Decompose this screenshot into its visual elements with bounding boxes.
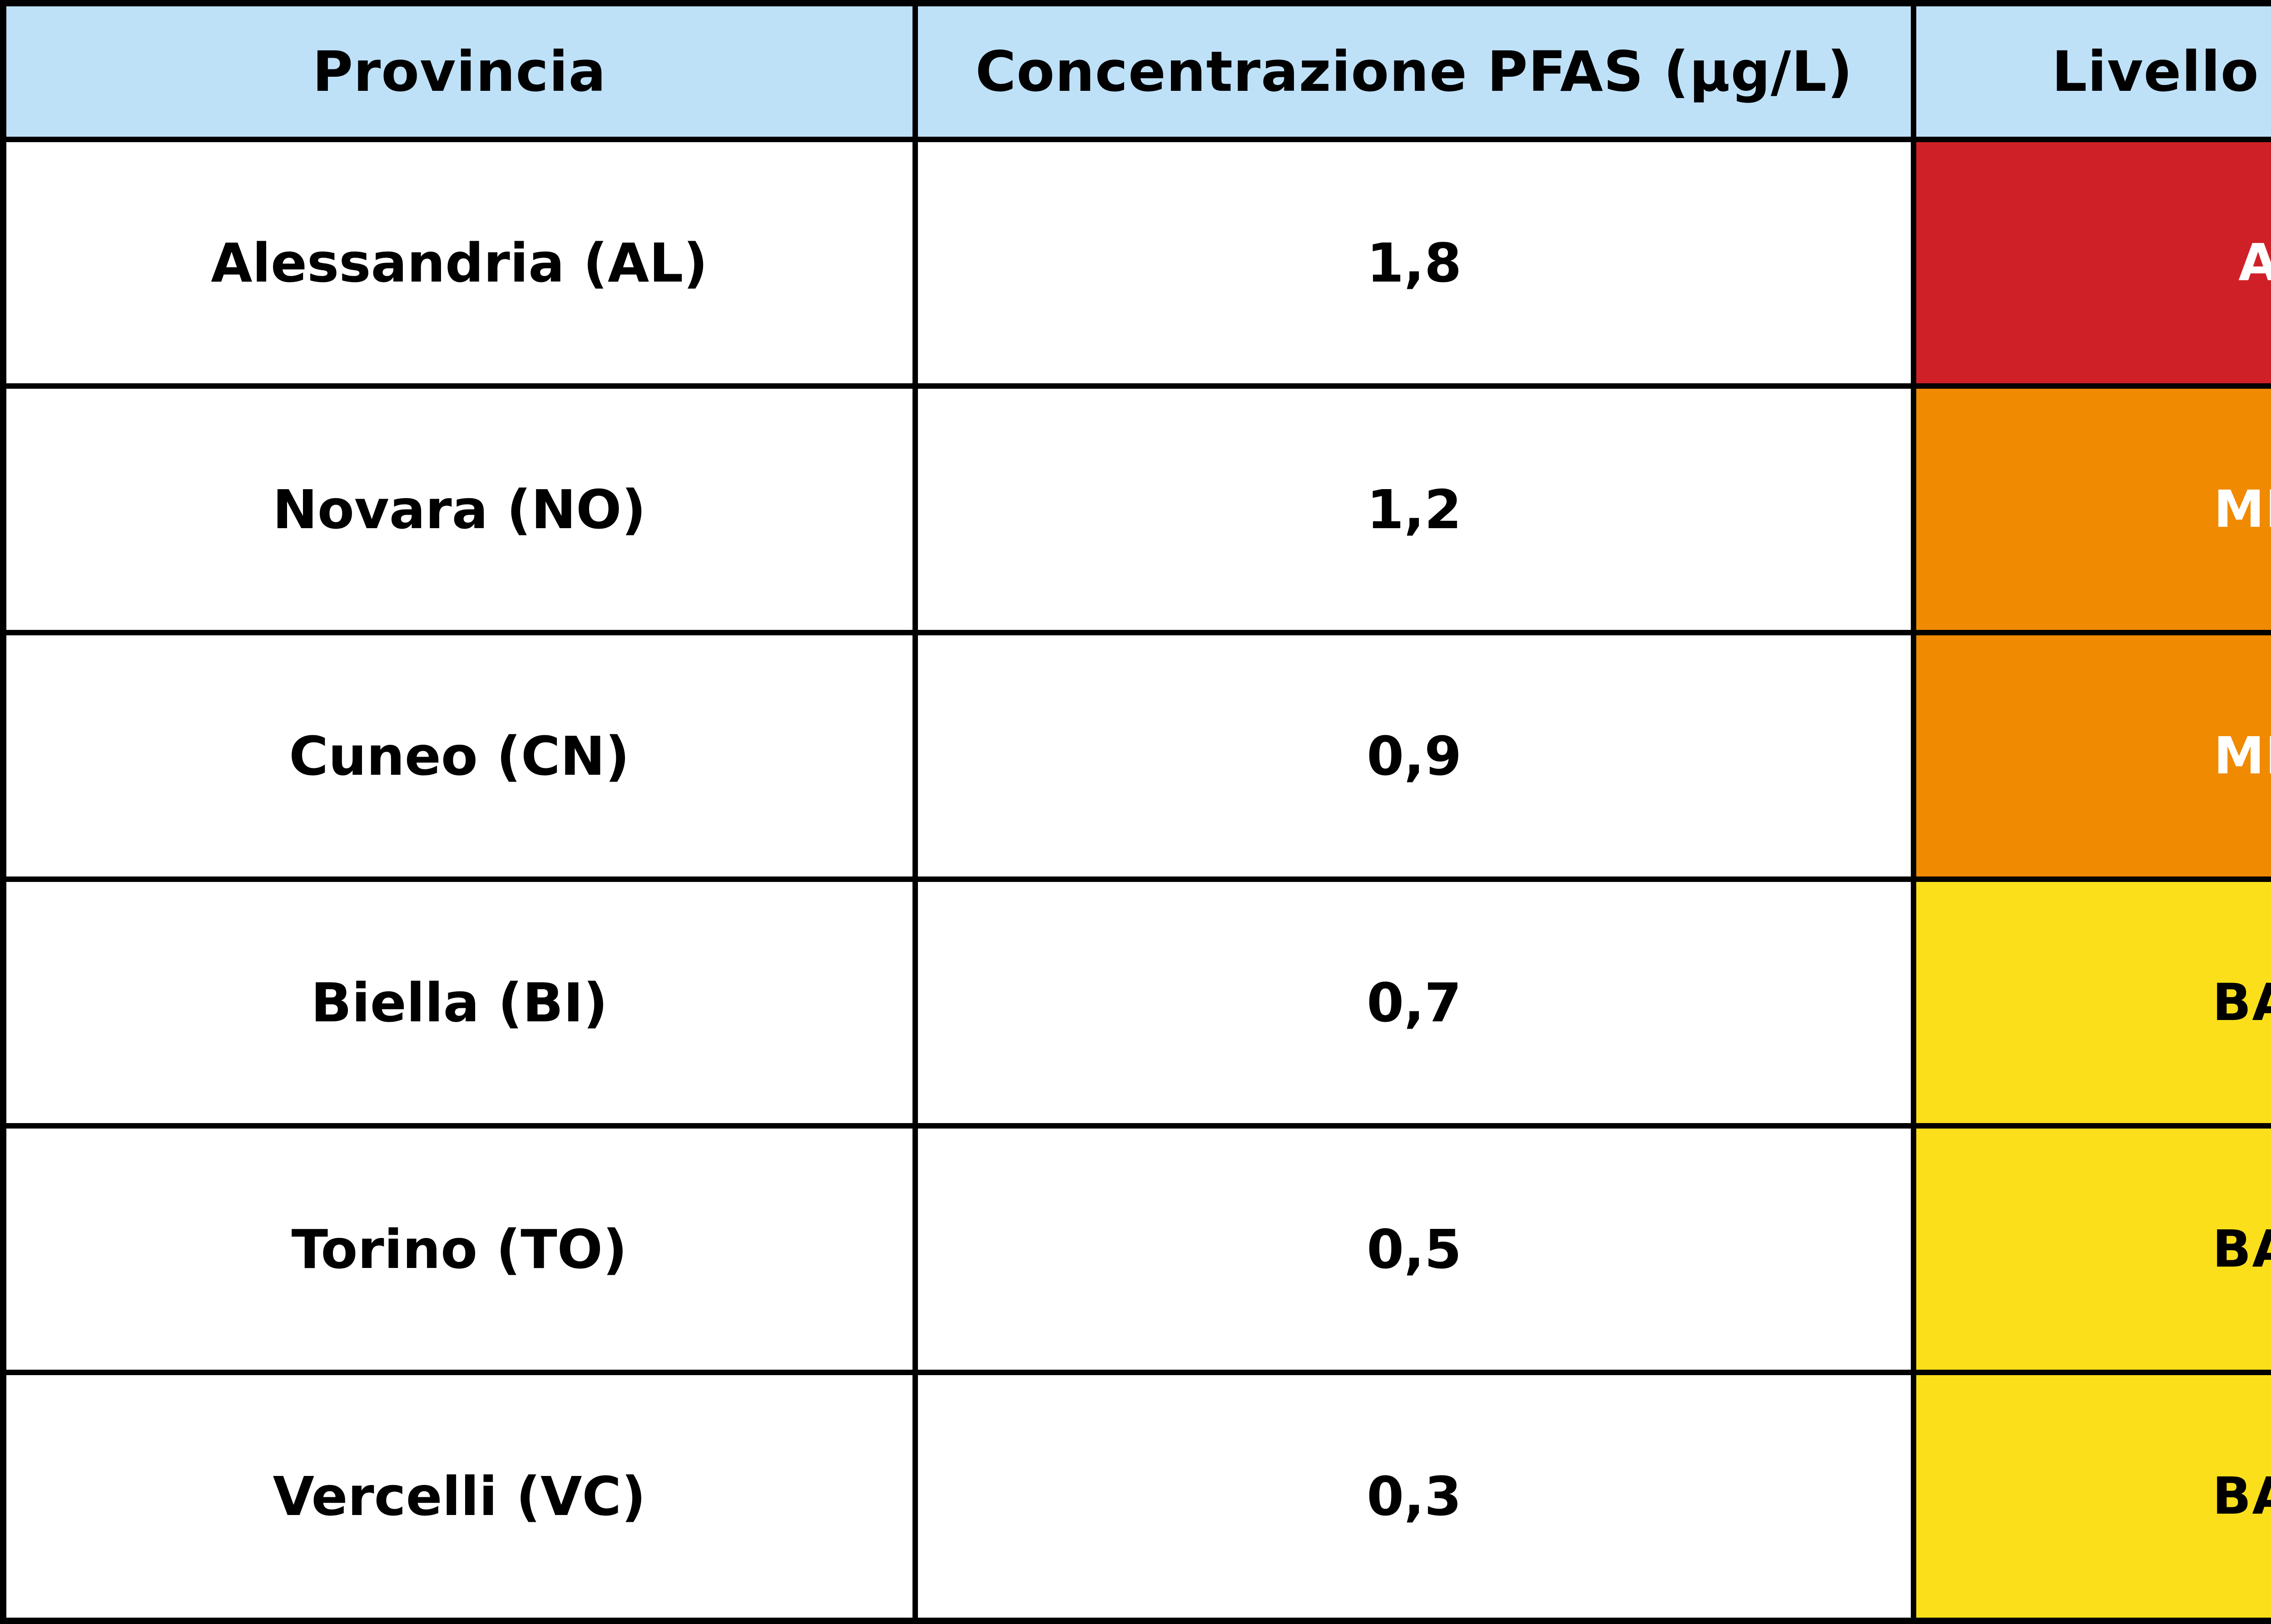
risk-level-cell: ALTO xyxy=(1910,136,2271,389)
province-cell: Torino (TO) xyxy=(0,1123,918,1376)
table-row-cuneo: Cuneo (CN) 0,9 MEDIO xyxy=(0,630,2271,882)
table-row-alessandria: Alessandria (AL) 1,8 ALTO xyxy=(0,136,2271,389)
pfas-value-cell: 1,2 xyxy=(912,383,1916,636)
risk-level-cell: MEDIO xyxy=(1910,630,2271,882)
province-cell: Biella (BI) xyxy=(0,876,918,1129)
table-row-biella: Biella (BI) 0,7 BASSO xyxy=(0,876,2271,1129)
table-row-novara: Novara (NO) 1,2 MEDIO xyxy=(0,383,2271,636)
province-cell: Vercelli (VC) xyxy=(0,1370,918,1624)
table-header-row: Provincia Concentrazione PFAS (μg/L) Liv… xyxy=(0,0,2271,142)
province-cell: Novara (NO) xyxy=(0,383,918,636)
table-row-vercelli: Vercelli (VC) 0,3 BASSO xyxy=(0,1370,2271,1624)
pfas-value-cell: 0,7 xyxy=(912,876,1916,1129)
pfas-value-cell: 0,3 xyxy=(912,1370,1916,1624)
pfas-value-cell: 0,9 xyxy=(912,630,1916,882)
table-row-torino: Torino (TO) 0,5 BASSO xyxy=(0,1123,2271,1376)
risk-level-cell: MEDIO xyxy=(1910,383,2271,636)
pfas-value-cell: 0,5 xyxy=(912,1123,1916,1376)
risk-level-cell: BASSO xyxy=(1910,1123,2271,1376)
column-header-livello-di-rischio: Livello di rischio xyxy=(1910,0,2271,142)
column-header-provincia: Provincia xyxy=(0,0,918,142)
risk-level-cell: BASSO xyxy=(1910,876,2271,1129)
province-cell: Cuneo (CN) xyxy=(0,630,918,882)
province-cell: Alessandria (AL) xyxy=(0,136,918,389)
column-header-concentrazione-pfas: Concentrazione PFAS (μg/L) xyxy=(912,0,1916,142)
pfas-value-cell: 1,8 xyxy=(912,136,1916,389)
risk-level-cell: BASSO xyxy=(1910,1370,2271,1624)
